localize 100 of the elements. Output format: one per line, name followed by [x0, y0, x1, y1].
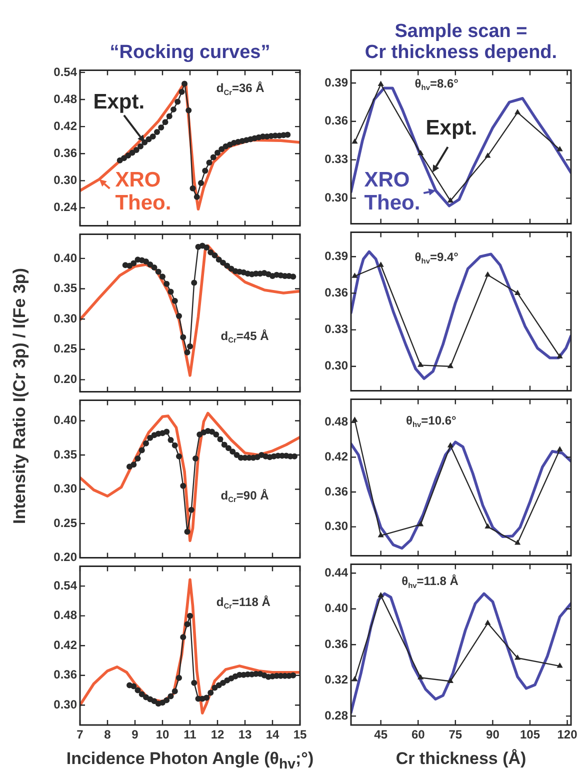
point: [214, 150, 220, 156]
point: [418, 150, 424, 156]
x-tick-label: 7: [76, 728, 84, 742]
point: [447, 442, 454, 448]
x-tick-label: 14: [266, 728, 280, 742]
point: [182, 80, 188, 87]
point: [224, 262, 230, 269]
point: [134, 687, 141, 694]
point: [164, 280, 170, 287]
point: [218, 146, 225, 152]
point: [176, 313, 182, 320]
y-axis-title: Intensity Ratio I(Cr 3p) / I(Fe 3p): [10, 266, 30, 526]
point: [447, 362, 454, 368]
x-tick-label: 120: [557, 728, 578, 742]
point: [208, 690, 214, 696]
y-tick-label: 0.54: [54, 64, 78, 79]
point: [162, 119, 168, 126]
point: [378, 262, 384, 267]
point: [230, 448, 236, 455]
point: [190, 185, 196, 192]
y-tick-label: 0.36: [54, 668, 78, 682]
y-tick-label: 0.36: [324, 114, 348, 128]
point: [160, 274, 166, 280]
point: [130, 462, 137, 468]
point: [134, 455, 141, 462]
y-tick-label: 0.30: [54, 482, 78, 496]
point: [184, 528, 190, 535]
point: [202, 168, 208, 174]
point: [151, 264, 158, 271]
point: [217, 436, 224, 442]
point: [143, 258, 149, 264]
point: [187, 343, 193, 350]
y-tick-label: 0.48: [324, 414, 348, 429]
y-tick-label: 0.44: [324, 565, 348, 580]
point: [213, 431, 220, 438]
point: [514, 108, 521, 114]
point: [198, 180, 204, 186]
x-tick-label: 13: [238, 728, 252, 742]
point: [447, 678, 454, 683]
point: [164, 428, 170, 435]
point: [168, 693, 174, 700]
point: [178, 88, 185, 95]
point: [212, 252, 218, 258]
y-tick-label: 0.40: [324, 601, 348, 616]
point: [378, 80, 384, 86]
point: [284, 132, 291, 138]
point: [208, 249, 214, 256]
point: [138, 447, 145, 454]
point: [418, 520, 424, 526]
point: [484, 152, 491, 158]
point: [176, 674, 182, 681]
y-tick-label: 0.35: [54, 281, 78, 296]
point: [418, 674, 424, 680]
y-tick-label: 0.36: [54, 146, 78, 160]
y-tick-label: 0.30: [54, 173, 78, 188]
point: [514, 654, 521, 660]
point: [210, 154, 216, 160]
y-tick-label: 0.33: [324, 152, 348, 166]
point: [216, 256, 222, 263]
point: [184, 621, 190, 628]
y-tick-label: 0.40: [54, 250, 78, 265]
point: [221, 442, 228, 448]
point: [204, 244, 210, 251]
point: [170, 106, 176, 112]
x-axis-title: Incidence Photon Angle (θ$_{hv}$;°): [65, 749, 315, 772]
y-tick-label: 0.48: [54, 608, 78, 622]
point: [352, 416, 358, 422]
chart-title: “Rocking curves”: [108, 42, 272, 63]
y-tick-label: 0.24: [54, 200, 78, 214]
point: [133, 147, 140, 154]
point: [194, 194, 200, 200]
x-tick-label: 11: [184, 728, 197, 742]
y-tick-label: 0.36: [324, 484, 348, 498]
y-tick-label: 0.25: [54, 516, 78, 530]
point: [154, 128, 160, 135]
y-tick-label: 0.20: [54, 550, 78, 564]
x-tick-label: 45: [374, 728, 388, 742]
point: [556, 353, 563, 358]
point: [138, 143, 144, 150]
point: [484, 523, 491, 529]
point: [172, 688, 178, 694]
x-tick-label: 60: [411, 728, 426, 742]
point: [180, 634, 186, 640]
point: [447, 197, 454, 203]
point: [150, 134, 156, 140]
point: [192, 455, 198, 462]
point: [206, 160, 212, 166]
point: [184, 349, 190, 356]
point: [147, 262, 154, 268]
point: [166, 113, 172, 120]
y-tick-label: 0.30: [324, 519, 348, 534]
y-tick-label: 0.36: [324, 286, 348, 300]
x-tick-label: 105: [520, 728, 540, 742]
y-tick-label: 0.42: [324, 450, 348, 464]
y-tick-label: 0.25: [54, 342, 78, 356]
point: [176, 453, 182, 460]
point: [168, 288, 174, 295]
point: [188, 506, 194, 513]
point: [158, 124, 164, 130]
point: [514, 290, 521, 295]
